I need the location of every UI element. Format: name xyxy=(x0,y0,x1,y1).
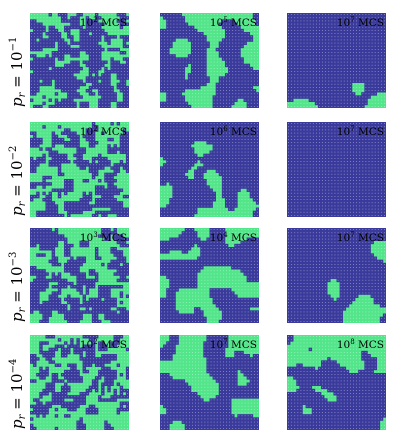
lattice-panel: 107 MCS xyxy=(160,335,259,430)
row-label-pr: pr = 10−3 xyxy=(0,226,30,326)
lattice-panel: 103 MCS xyxy=(30,228,129,323)
lattice-panel: 102 MCS xyxy=(30,13,129,108)
mcs-time-label: 102 MCS xyxy=(80,338,127,351)
lattice-panel: 104 MCS xyxy=(160,228,259,323)
lattice-snapshot: 106 MCS xyxy=(160,122,259,217)
lattice-panel: 102 MCS xyxy=(30,122,129,217)
lattice-panel: 105 MCS xyxy=(160,13,259,108)
mcs-time-label: 104 MCS xyxy=(210,231,257,244)
row-label-pr: pr = 10−4 xyxy=(0,333,30,433)
svg-text:pr = 10−4: pr = 10−4 xyxy=(8,359,28,429)
mcs-time-label: 107 MCS xyxy=(337,231,384,244)
lattice-panel: 106 MCS xyxy=(160,122,259,217)
mcs-time-label: 107 MCS xyxy=(337,16,384,29)
lattice-snapshot: 107 MCS xyxy=(287,122,386,217)
mcs-time-label: 107 MCS xyxy=(210,338,257,351)
lattice-panel: 107 MCS xyxy=(287,122,386,217)
lattice-snapshot: 102 MCS xyxy=(30,335,129,430)
lattice-panel: 102 MCS xyxy=(30,335,129,430)
mcs-time-label: 105 MCS xyxy=(210,16,257,29)
lattice-snapshot: 102 MCS xyxy=(30,122,129,217)
svg-text:pr = 10−1: pr = 10−1 xyxy=(8,37,28,107)
lattice-snapshot: 107 MCS xyxy=(287,228,386,323)
row-label-pr: pr = 10−1 xyxy=(0,11,30,111)
lattice-panel: 107 MCS xyxy=(287,228,386,323)
mcs-time-label: 102 MCS xyxy=(80,16,127,29)
mcs-time-label: 107 MCS xyxy=(337,125,384,138)
lattice-snapshot: 108 MCS xyxy=(287,335,386,430)
svg-text:pr = 10−2: pr = 10−2 xyxy=(8,146,28,216)
lattice-snapshot: 107 MCS xyxy=(160,335,259,430)
lattice-snapshot: 103 MCS xyxy=(30,228,129,323)
mcs-time-label: 108 MCS xyxy=(337,338,384,351)
lattice-panel: 107 MCS xyxy=(287,13,386,108)
lattice-snapshot: 104 MCS xyxy=(160,228,259,323)
lattice-snapshot: 105 MCS xyxy=(160,13,259,108)
mcs-time-label: 102 MCS xyxy=(80,125,127,138)
mcs-time-label: 103 MCS xyxy=(80,231,127,244)
lattice-panel: 108 MCS xyxy=(287,335,386,430)
lattice-snapshot: 102 MCS xyxy=(30,13,129,108)
mcs-time-label: 106 MCS xyxy=(210,125,257,138)
lattice-snapshot: 107 MCS xyxy=(287,13,386,108)
row-label-pr: pr = 10−2 xyxy=(0,120,30,220)
svg-text:pr = 10−3: pr = 10−3 xyxy=(8,252,28,322)
